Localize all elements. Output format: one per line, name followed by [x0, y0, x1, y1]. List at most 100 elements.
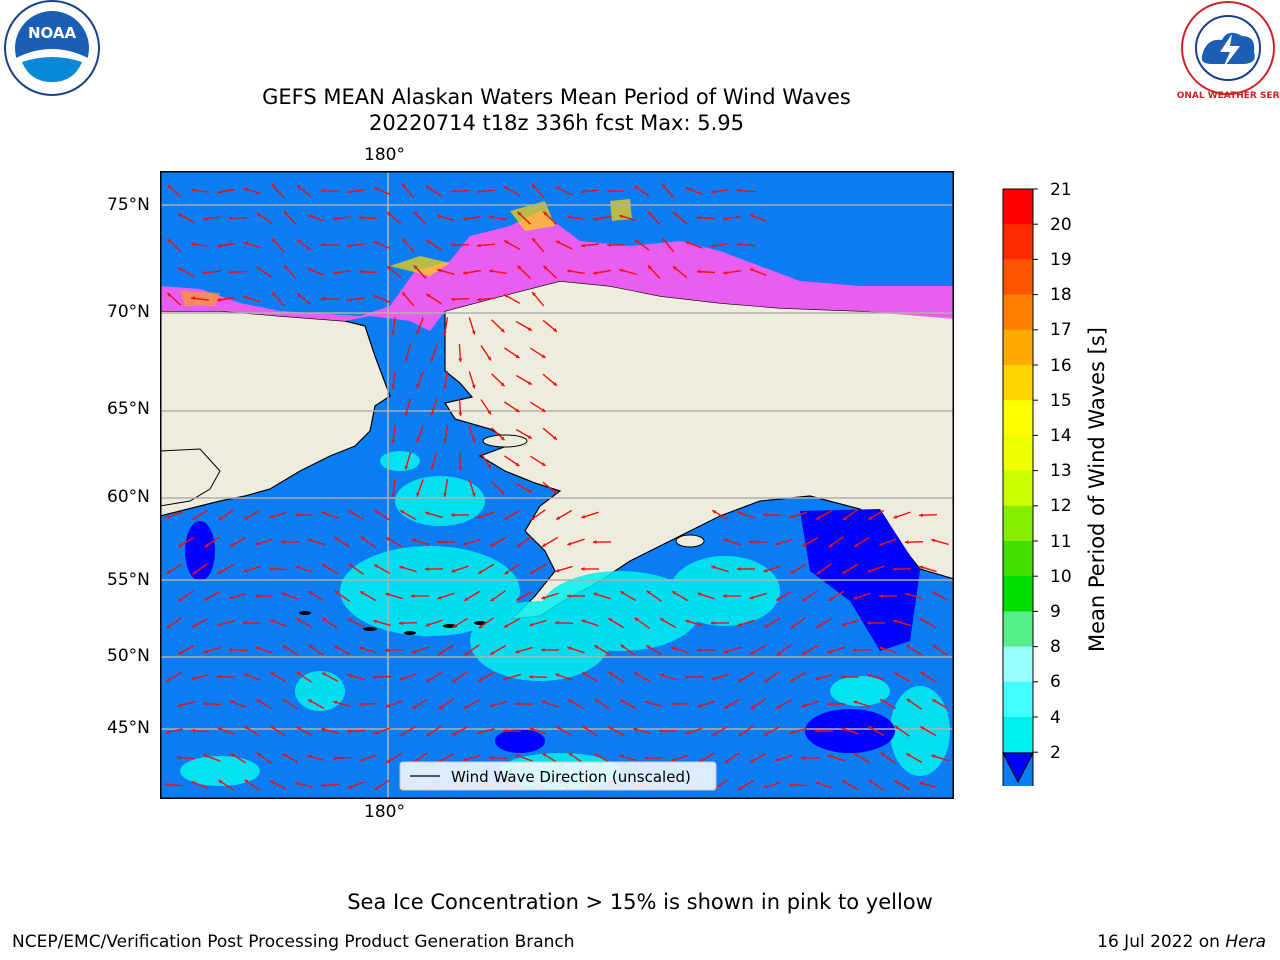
cbar-tick-10: 10: [1050, 567, 1072, 587]
wind-wave-arrowhead: [243, 241, 248, 246]
colorbar-title: Mean Period of Wind Waves [s]: [1085, 327, 1109, 652]
wind-wave-arrowhead: [685, 619, 690, 624]
wind-wave-arrowhead: [307, 214, 312, 218]
wind-wave-arrowhead: [192, 516, 197, 520]
wind-wave-arrowhead: [425, 623, 430, 627]
wind-wave-arrowhead: [348, 510, 353, 514]
graticule: [160, 171, 954, 799]
wind-wave-arrowhead: [763, 784, 768, 789]
wind-wave-arrowhead: [646, 645, 651, 649]
wind-wave-arrowhead: [282, 753, 287, 758]
wind-wave-arrowhead: [243, 620, 247, 625]
wind-wave-arrowhead: [387, 266, 391, 270]
wind-wave-arrowhead: [920, 618, 925, 622]
wind-wave-arrowhead: [712, 732, 717, 736]
wind-wave-arrowhead: [321, 242, 325, 247]
colorbar-segment: [1003, 611, 1033, 648]
wind-wave-arrowhead: [853, 595, 858, 600]
wind-wave-arrowhead: [490, 543, 495, 547]
wind-wave-arrowhead: [581, 189, 585, 194]
wind-wave-arrowhead: [738, 678, 743, 682]
colorbar-segment: [1003, 576, 1033, 612]
wind-wave-arrowhead: [255, 646, 260, 650]
wind-wave-arrowhead: [347, 729, 351, 734]
wind-wave-arrowhead: [322, 617, 327, 622]
wind-wave-arrowhead: [203, 649, 208, 654]
lat-tick-45: 45°N: [107, 718, 150, 738]
wind-wave-arrowhead: [373, 731, 378, 735]
wind-wave-arrowhead: [413, 211, 418, 216]
wind-wave-arrowhead: [307, 754, 312, 759]
cbar-tick-11: 11: [1050, 532, 1072, 552]
colorbar-segment: [1003, 541, 1033, 577]
wind-wave-arrowhead: [542, 753, 547, 757]
wind-wave-arrowhead: [477, 243, 481, 248]
wind-wave-arrowhead: [920, 671, 925, 676]
wind-wave-arrowhead: [430, 465, 435, 470]
colorbar: [1002, 188, 1038, 786]
wind-wave-arrowhead: [192, 570, 197, 575]
wind-wave-arrowhead: [218, 780, 223, 784]
wind-wave-arrowhead: [391, 331, 396, 335]
wind-wave-arrowhead: [322, 672, 327, 676]
wind-wave-arrowhead: [452, 678, 457, 683]
wind-wave-arrowhead: [841, 622, 846, 627]
wind-wave-arrowhead: [790, 624, 795, 629]
wind-wave-arrowhead: [867, 673, 872, 678]
wind-wave-arrowhead: [191, 188, 195, 193]
wind-wave-arrowhead: [828, 597, 833, 601]
wind-wave-arrowhead: [295, 781, 300, 786]
wind-wave-arrowhead: [842, 516, 847, 521]
wind-wave-arrowhead: [430, 357, 435, 362]
wind-wave-arrowhead: [750, 705, 755, 710]
wind-wave-arrowhead: [192, 624, 197, 628]
cbar-tick-18: 18: [1050, 285, 1072, 305]
colorbar-segment: [1003, 646, 1033, 683]
cbar-tick-2: 2: [1050, 743, 1061, 763]
wind-wave-arrowhead: [270, 725, 275, 730]
wind-wave-arrowhead: [662, 238, 666, 243]
wind-wave-arrowhead: [749, 540, 753, 544]
wind-wave-arrowhead: [673, 212, 677, 216]
wind-wave-arrowhead: [500, 382, 505, 387]
wind-wave-arrowhead: [203, 216, 207, 221]
wind-wave-arrowhead: [764, 732, 769, 736]
wind-wave-arrowhead: [555, 240, 560, 245]
wind-wave-arrowhead: [541, 408, 546, 412]
wind-wave-arrowhead: [391, 493, 396, 497]
wind-wave-arrowhead: [647, 211, 652, 216]
wind-wave-arrowhead: [515, 701, 519, 706]
wind-wave-arrowhead: [515, 408, 520, 412]
wind-wave-arrowhead: [321, 727, 326, 732]
wind-wave-arrowhead: [464, 651, 469, 656]
wind-wave-arrowhead: [581, 567, 585, 571]
wind-wave-arrowhead: [581, 243, 585, 248]
wind-wave-arrowhead: [244, 516, 249, 520]
wind-wave-arrowhead: [347, 243, 351, 248]
wind-wave-arrowhead: [517, 265, 522, 270]
wind-wave-arrowhead: [527, 381, 532, 385]
wind-wave-arrowhead: [165, 782, 169, 787]
wind-wave-arrowhead: [308, 644, 313, 649]
wind-wave-arrowhead: [697, 703, 702, 708]
wind-wave-arrowhead: [711, 621, 715, 625]
wind-wave-arrowhead: [723, 538, 728, 543]
wind-wave-arrowhead: [738, 732, 743, 737]
wind-wave-arrowhead: [723, 270, 727, 275]
wind-wave-arrowhead: [515, 754, 520, 758]
wind-wave-arrowhead: [634, 672, 639, 676]
wind-wave-arrowhead: [685, 187, 690, 191]
wind-wave-arrowhead: [816, 516, 821, 520]
wind-wave-arrowhead: [801, 703, 806, 708]
wind-wave-arrowhead: [229, 595, 234, 600]
wind-wave-arrowhead: [530, 516, 535, 521]
wind-wave-arrowhead: [645, 700, 650, 705]
cbar-tick-17: 17: [1050, 320, 1072, 340]
wind-wave-arrowhead: [451, 243, 455, 248]
wind-wave-arrowhead: [543, 265, 548, 270]
wind-wave-arrowhead: [647, 265, 652, 270]
wind-wave-arrowhead: [660, 618, 665, 622]
wind-wave-arrowhead: [217, 622, 222, 627]
wind-wave-arrowhead: [464, 705, 469, 709]
wind-wave-arrowhead: [438, 705, 443, 710]
